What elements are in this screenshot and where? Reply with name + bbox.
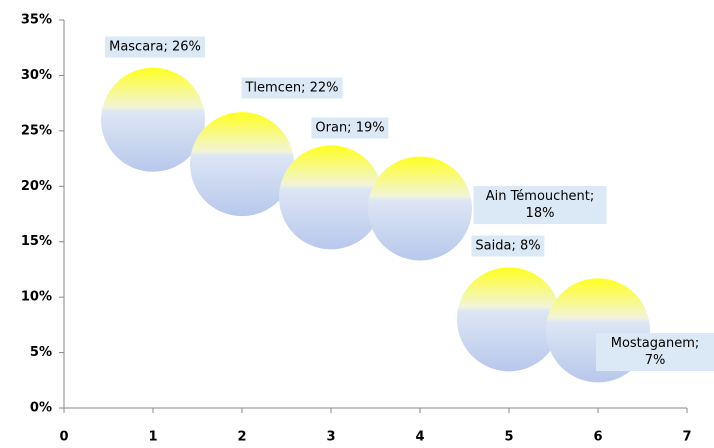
- x-tick-label: 4: [415, 430, 424, 445]
- x-tick-label: 2: [237, 430, 246, 445]
- bubble: [190, 112, 294, 217]
- y-tick-label: 5%: [30, 345, 52, 360]
- x-tick-label: 0: [59, 430, 68, 445]
- y-tick-label: 20%: [21, 179, 52, 194]
- x-tick-label: 3: [326, 430, 335, 445]
- y-tick-label: 35%: [21, 13, 52, 28]
- x-tick-label: 5: [504, 430, 513, 445]
- x-tick-label: 1: [148, 430, 157, 445]
- bubble: [457, 267, 561, 372]
- bubble: [279, 145, 383, 250]
- bubble: [368, 156, 472, 261]
- y-tick-label: 15%: [21, 234, 52, 249]
- x-tick-label: 6: [593, 430, 602, 445]
- data-label: Mostaganem; 7%: [596, 333, 714, 371]
- y-tick-label: 30%: [21, 68, 52, 83]
- data-label: Mascara; 26%: [105, 36, 205, 58]
- y-tick-label: 0%: [30, 401, 52, 416]
- bubble: [101, 67, 205, 172]
- y-tick-label: 10%: [21, 290, 52, 305]
- x-tick-label: 7: [682, 430, 691, 445]
- data-label: Tlemcen; 22%: [241, 77, 343, 99]
- data-label: Saida; 8%: [471, 235, 545, 257]
- data-label: Ain Témouchent; 18%: [473, 186, 607, 224]
- data-label: Oran; 19%: [311, 117, 389, 139]
- y-tick-label: 25%: [21, 123, 52, 138]
